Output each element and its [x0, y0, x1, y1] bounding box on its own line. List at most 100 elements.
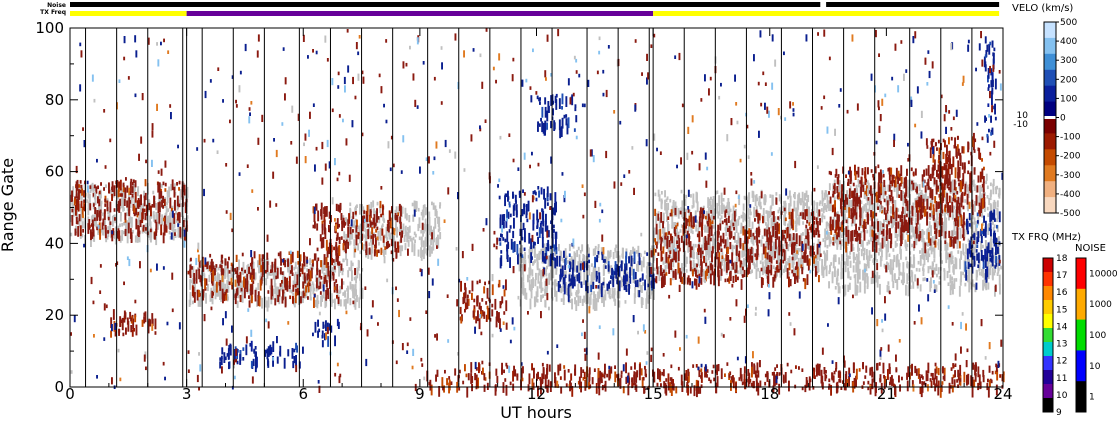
scatter-cell [338, 244, 341, 256]
scatter-cell [801, 368, 804, 372]
scatter-cell [266, 271, 269, 279]
scatter-cell [874, 253, 877, 261]
scatter-cell [742, 266, 744, 271]
scatter-cell [961, 217, 964, 221]
scatter-cell [817, 268, 820, 272]
scatter-cell [97, 196, 99, 204]
scatter-cell [253, 276, 256, 281]
scatter-cell [380, 213, 383, 218]
scatter-cell [982, 375, 985, 383]
scatter-cell [967, 190, 970, 199]
scatter-cell [764, 263, 767, 267]
scatter-cell [993, 271, 996, 276]
scatter-cell [853, 188, 856, 192]
scatter-cell [941, 209, 944, 214]
scatter-cell [91, 182, 94, 190]
scatter-cell [86, 199, 89, 203]
scatter-cell [407, 239, 410, 247]
scatter-cell [157, 202, 160, 213]
scatter-cell [627, 384, 630, 396]
scatter-cell [857, 271, 860, 279]
scatter-cell [102, 212, 104, 217]
scatter-cell [987, 282, 990, 290]
scatter-cell [214, 275, 217, 280]
scatter-cell [830, 262, 833, 266]
scatter-cell [335, 279, 338, 283]
scatter-cell [998, 187, 1001, 199]
scatter-cell [182, 227, 185, 231]
scatter-cell [499, 301, 502, 309]
scatter-cell [817, 261, 820, 269]
scatter-cell [838, 257, 841, 265]
scatter-cell [747, 267, 749, 275]
scatter-cell [788, 276, 790, 288]
scatter-cell [217, 275, 219, 287]
scatter-cell [657, 266, 660, 270]
scatter-cell [926, 211, 929, 219]
scatter-cell [462, 296, 465, 305]
scatter-cell [659, 228, 662, 240]
scatter-cell [905, 247, 908, 251]
scatter-cell [631, 382, 634, 387]
scatter-cell [755, 374, 758, 382]
scatter-cell [325, 206, 328, 217]
scatter-cell [180, 213, 182, 217]
scatter-cell [662, 221, 664, 229]
scatter-cell [640, 260, 642, 265]
scatter-cell [721, 238, 723, 243]
scatter-cell [624, 300, 627, 304]
scatter-cell [720, 215, 723, 219]
scatter-cell [632, 258, 635, 262]
scatter-cell [669, 278, 672, 286]
scatter-cell [724, 278, 727, 283]
scatter-cell [83, 217, 86, 229]
scatter-cell [80, 200, 83, 209]
scatter-cell [922, 238, 925, 242]
scatter-cell [600, 379, 603, 383]
scatter-cell [123, 221, 125, 226]
scatter-cell [322, 241, 324, 245]
scatter-cell [918, 205, 921, 213]
scatter-cell [483, 311, 486, 319]
scatter-cell [181, 204, 183, 216]
scatter-cell [529, 258, 531, 270]
scatter-cell [923, 231, 926, 235]
scatter-cell [794, 253, 797, 261]
scatter-cell [157, 181, 160, 193]
scatter-cell [132, 229, 134, 234]
scatter-cell [751, 366, 753, 378]
scatter-cell [615, 250, 618, 259]
scatter-cell [949, 280, 952, 284]
scatter-cell [131, 182, 134, 186]
scatter-cell [993, 264, 995, 268]
scatter-cell [864, 375, 867, 379]
scatter-cell [292, 284, 295, 292]
scatter-cell [345, 233, 348, 245]
scatter-cell [945, 210, 948, 214]
scatter-cell [631, 377, 634, 389]
scatter-cell [803, 252, 806, 263]
scatter-cell [657, 229, 660, 237]
scatter-cell [710, 204, 713, 212]
scatter-cell [376, 226, 379, 231]
scatter-cell [435, 210, 438, 219]
scatter-cell [900, 190, 903, 201]
scatter-cell [971, 247, 974, 252]
scatter-cell [776, 228, 779, 240]
scatter-cell [813, 207, 816, 219]
scatter-cell [974, 241, 977, 249]
scatter-cell [682, 208, 684, 212]
scatter-cell [343, 248, 346, 253]
scatter-cell [425, 248, 428, 256]
scatter-cell [530, 287, 533, 299]
scatter-cell [973, 379, 976, 387]
scatter-cell [657, 213, 660, 221]
scatter-cell [676, 245, 679, 249]
scatter-cell [71, 201, 74, 209]
scatter-cell [462, 380, 465, 385]
scatter-cell [473, 298, 476, 303]
scatter-cell [855, 253, 858, 258]
scatter-cell [794, 273, 796, 284]
scatter-cell [568, 384, 571, 388]
scatter-cell [653, 227, 656, 235]
